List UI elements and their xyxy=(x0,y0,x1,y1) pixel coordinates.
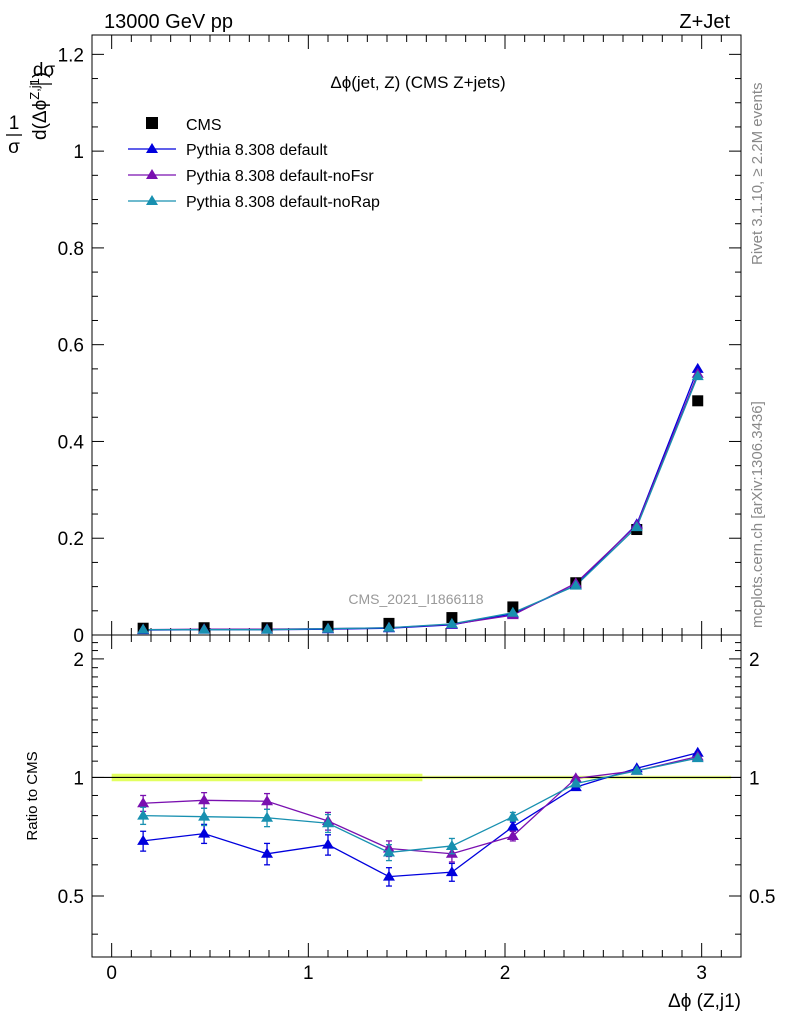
ratio-frame xyxy=(91,634,742,958)
ratio-point-noRap xyxy=(382,846,395,857)
main-y-tick-label: 0.8 xyxy=(58,239,84,260)
main-point-noRap xyxy=(630,521,643,532)
ratio-point-default xyxy=(137,834,150,845)
ratio-point-default xyxy=(261,847,274,858)
ratio-y-tick-label-right: 1 xyxy=(749,768,760,789)
main-y-tick-label: 0.6 xyxy=(58,336,84,357)
ratio-point-noRap xyxy=(445,839,458,850)
x-tick-label: 2 xyxy=(500,963,511,984)
main-y-tick-label: 0.2 xyxy=(58,529,84,550)
ratio-point-default xyxy=(198,827,211,838)
mcplots-label: mcplots.cern.ch [arXiv:1306.3436] xyxy=(749,401,766,628)
svg-text:1: 1 xyxy=(9,113,20,134)
legend-marker-norap xyxy=(146,195,158,205)
main-y-tick-label: 1.2 xyxy=(58,45,84,66)
ratio-point-noRap xyxy=(322,817,334,828)
ratio-point-noRap xyxy=(691,752,704,763)
ratio-y-tick-label-right: 0.5 xyxy=(749,887,775,908)
ratio-uncertainty-band xyxy=(92,773,741,782)
analysis-watermark: CMS_2021_I1866118 xyxy=(348,591,483,607)
ratio-y-tick-label-right: 2 xyxy=(749,650,760,671)
main-y-tick-label: 0.4 xyxy=(58,432,85,453)
main-point-noRap xyxy=(506,606,519,617)
svg-text:dσ: dσ xyxy=(33,60,56,81)
x-tick-label: 3 xyxy=(696,963,707,984)
process-label: Z+Jet xyxy=(679,11,730,33)
x-axis-label: Δϕ (Z,j1) xyxy=(668,991,741,1012)
main-point-noRap xyxy=(322,622,334,633)
ratio-panel: Ratio to CMS 0.5 0.5 1 1 2 2 0 1 2 3 Δϕ (Z,j1) xyxy=(24,634,776,1012)
ratio-point-default xyxy=(322,838,334,849)
ratio-y-axis-label: Ratio to CMS xyxy=(24,751,41,840)
ratio-point-default xyxy=(382,870,395,881)
main-point-noRap xyxy=(445,617,458,628)
main-point-noRap xyxy=(382,621,395,632)
main-y-tick-label: 0 xyxy=(73,626,84,647)
legend: CMS Pythia 8.308 default Pythia 8.308 de… xyxy=(128,117,380,211)
main-point-noRap xyxy=(137,623,150,634)
ratio-point-noFsr xyxy=(137,797,150,808)
legend-label-cms: CMS xyxy=(186,117,222,134)
ratio-y-tick-labels: 0.5 0.5 1 1 2 2 xyxy=(58,650,776,908)
x-tick-label: 0 xyxy=(106,963,117,984)
ratio-point-noRap xyxy=(569,777,582,788)
legend-label-nofsr: Pythia 8.308 default-noFsr xyxy=(186,168,374,185)
main-plot-title: Δϕ(jet, Z) (CMS Z+jets) xyxy=(330,73,505,92)
ratio-y-tick-label: 2 xyxy=(73,650,84,671)
main-point-noRap xyxy=(261,623,274,634)
cms-data-point xyxy=(446,612,458,624)
ratio-point-default xyxy=(445,866,458,877)
ratio-point-noRap xyxy=(506,810,519,821)
main-line-noRap xyxy=(143,375,699,631)
ratio-point-noFsr xyxy=(198,794,211,805)
main-y-axis-label: 1 σ dσ d(ΔϕZ,j1) xyxy=(6,60,55,158)
ratio-point-noRap xyxy=(137,809,150,820)
cms-data-point xyxy=(692,395,704,407)
ratio-y-tick-label: 0.5 xyxy=(58,887,84,908)
main-y-tick-labels: 0 0.2 0.4 0.6 0.8 1 1.2 xyxy=(58,45,85,647)
rivet-label: Rivet 3.1.10, ≥ 2.2M events xyxy=(749,83,766,266)
legend-label-default: Pythia 8.308 default xyxy=(186,142,328,159)
ratio-point-noFsr xyxy=(506,830,519,841)
svg-text:σ: σ xyxy=(8,137,20,158)
legend-marker-cms xyxy=(146,117,158,129)
legend-label-norap: Pythia 8.308 default-noRap xyxy=(186,194,380,211)
main-point-noRap xyxy=(569,579,582,590)
ratio-point-noRap xyxy=(198,810,211,821)
ratio-x-tick-labels: 0 1 2 3 xyxy=(106,963,707,984)
energy-label: 13000 GeV pp xyxy=(104,11,233,33)
x-tick-label: 1 xyxy=(303,963,314,984)
ratio-line-default xyxy=(143,752,698,878)
svg-text:d(ΔϕZ,j1): d(ΔϕZ,j1) xyxy=(27,72,51,140)
legend-marker-nofsr xyxy=(146,169,158,179)
ratio-ticks xyxy=(91,635,742,957)
legend-marker-default xyxy=(146,143,158,153)
ratio-line-noFsr xyxy=(143,755,698,855)
main-point-noRap xyxy=(198,623,211,634)
ratio-series xyxy=(137,746,704,887)
main-series xyxy=(137,362,704,635)
ratio-y-tick-label: 1 xyxy=(73,768,84,789)
ratio-point-noFsr xyxy=(569,772,582,783)
ratio-point-default xyxy=(506,820,519,831)
main-point-noRap xyxy=(691,370,704,381)
ratio-point-noFsr xyxy=(261,795,274,806)
ratio-point-noRap xyxy=(630,764,643,775)
main-y-tick-label: 1 xyxy=(73,142,84,163)
main-panel: Δϕ(jet, Z) (CMS Z+jets) CMS_2021_I186611… xyxy=(6,34,742,647)
ratio-point-noRap xyxy=(261,811,274,822)
ratio-line-noRap xyxy=(143,757,698,854)
